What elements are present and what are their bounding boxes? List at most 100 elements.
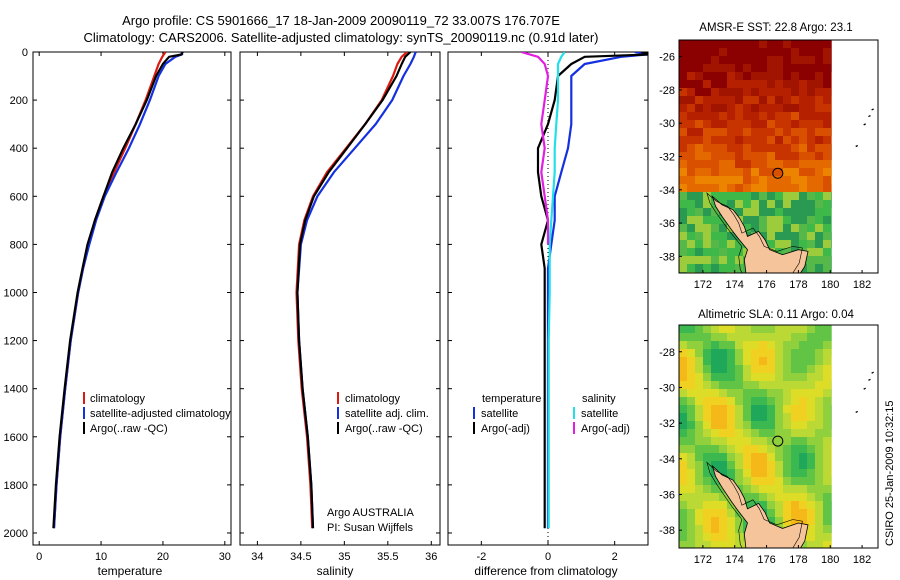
map-ytick-label: -26 xyxy=(659,52,675,64)
salinity-xlabel: salinity xyxy=(317,564,354,578)
argo-position-marker xyxy=(772,435,784,447)
difference-series-3 xyxy=(520,52,550,245)
land-north-island xyxy=(711,464,809,548)
map-xtick-label: 176 xyxy=(757,279,775,291)
salinity-xtick-label: 34.5 xyxy=(290,551,311,563)
figure-title-line2: Climatology: CARS2006. Satellite-adjuste… xyxy=(84,30,599,45)
map-xtick-label: 178 xyxy=(789,554,807,566)
difference-legend-sal-header: salinity xyxy=(582,393,616,405)
map-ytick-label: -36 xyxy=(659,489,675,501)
map-no-data xyxy=(831,325,878,548)
map-xtick-label: 178 xyxy=(789,279,807,291)
map-ytick-label: -32 xyxy=(659,418,675,430)
island-marker xyxy=(871,108,874,111)
map-ytick-label: -36 xyxy=(659,218,675,230)
map-ytick-label: -38 xyxy=(659,525,675,537)
map-ytick-label: -34 xyxy=(659,185,675,197)
salinity-panel: 34 34.5 35 35.5 36 xyxy=(239,51,441,563)
difference-series-2 xyxy=(547,52,566,529)
salinity-xtick-label: 35.5 xyxy=(377,551,398,563)
salinity-frame xyxy=(239,51,441,546)
sla-map-panel: 172 174 176 178 180 182 -38 -36 -34 -32 -30 -28 xyxy=(659,324,879,566)
map-xtick-label: 174 xyxy=(726,554,744,566)
island-marker xyxy=(863,123,866,126)
difference-legend-temp-satellite: satellite xyxy=(481,408,518,420)
map-xtick-label: 180 xyxy=(821,554,839,566)
map-xtick-label: 182 xyxy=(853,554,871,566)
salinity-legend-satellite: satellite adj. clim. xyxy=(345,408,429,420)
island-marker xyxy=(868,378,871,381)
sla-map-title: Altimetric SLA: 0.11 Argo: 0.04 xyxy=(698,309,854,321)
island-marker xyxy=(855,144,859,148)
temperature-ytick-label: 0 xyxy=(22,47,28,59)
argo-position-marker xyxy=(772,167,784,179)
temperature-xtick-label: 10 xyxy=(95,551,107,563)
temperature-series-1 xyxy=(52,52,184,529)
temperature-ytick-label: 400 xyxy=(10,143,28,155)
island-marker xyxy=(868,114,871,118)
temperature-ytick-label: 1800 xyxy=(4,480,28,492)
sla-field xyxy=(679,325,878,548)
salinity-series-0 xyxy=(295,52,408,529)
difference-panel: -2 0 2 xyxy=(447,51,649,563)
map-xtick-label: 180 xyxy=(821,279,839,291)
temperature-legend: climatology satellite-adjusted climatolo… xyxy=(83,392,231,435)
temperature-panel: 0 10 20 30 0 200 400 600 800 1000 1200 1400 1600 1800… xyxy=(4,47,232,563)
map-xtick-label: 172 xyxy=(694,279,712,291)
temperature-frame xyxy=(32,51,232,546)
difference-series-1 xyxy=(536,52,648,529)
temperature-ytick-label: 600 xyxy=(10,191,28,203)
figure-title-line1: Argo profile: CS 5901666_17 18-Jan-2009 … xyxy=(122,13,560,28)
map-ytick-label: -38 xyxy=(659,251,675,263)
temperature-ytick-label: 1600 xyxy=(4,432,28,444)
shelf-contour xyxy=(706,192,803,273)
difference-xtick-label: 0 xyxy=(545,551,551,563)
map-xtick-label: 174 xyxy=(726,279,744,291)
salinity-legend: climatology satellite adj. clim. Argo(..… xyxy=(327,392,429,534)
map-xtick-label: 182 xyxy=(853,279,871,291)
difference-legend-temp-argo: Argo(-adj) xyxy=(481,423,530,435)
temperature-xtick-label: 20 xyxy=(157,551,169,563)
temperature-ytick-label: 1200 xyxy=(4,336,28,348)
island-marker xyxy=(871,371,874,374)
salinity-xtick-label: 34 xyxy=(251,551,263,563)
sst-map-panel: 172 174 176 178 180 182 -38 -36 -34 -32 -30 -28 -26 xyxy=(659,39,879,291)
salinity-annotation-line1: Argo AUSTRALIA xyxy=(327,507,414,519)
salinity-annotation-line2: PI: Susan Wijffels xyxy=(327,522,413,534)
difference-legend: temperature salinity satellite Argo(-adj… xyxy=(473,393,630,435)
map-xtick-label: 172 xyxy=(694,554,712,566)
temperature-legend-climatology: climatology xyxy=(90,393,146,405)
map-ytick-label: -28 xyxy=(659,85,675,97)
temperature-xlabel: temperature xyxy=(98,564,163,578)
map-xtick-label: 176 xyxy=(757,554,775,566)
temperature-series-0 xyxy=(52,52,167,529)
difference-legend-temp-header: temperature xyxy=(482,393,541,405)
temperature-xtick-label: 30 xyxy=(219,551,231,563)
temperature-series-2 xyxy=(52,52,184,529)
temperature-legend-argo: Argo(..raw -QC) xyxy=(90,423,168,435)
salinity-legend-argo: Argo(..raw -QC) xyxy=(345,423,423,435)
temperature-ytick-label: 800 xyxy=(10,239,28,251)
temperature-ytick-label: 2000 xyxy=(4,528,28,540)
map-ytick-label: -28 xyxy=(659,347,675,359)
difference-xlabel: difference from climatology xyxy=(474,564,617,578)
salinity-series-1 xyxy=(296,52,417,529)
difference-legend-sal-argo: Argo(-adj) xyxy=(581,423,630,435)
map-ytick-label: -32 xyxy=(659,152,675,164)
temperature-ytick-label: 1000 xyxy=(4,287,28,299)
temperature-xtick-label: 0 xyxy=(36,551,42,563)
island-marker xyxy=(855,410,859,413)
salinity-series-2 xyxy=(296,52,412,529)
sst-map-title: AMSR-E SST: 22.8 Argo: 23.1 xyxy=(699,22,852,34)
salinity-xtick-label: 35 xyxy=(338,551,350,563)
shelf-contour xyxy=(706,461,803,548)
land-north-island xyxy=(711,195,809,273)
island-marker xyxy=(863,387,866,390)
difference-xtick-label: 2 xyxy=(612,551,618,563)
salinity-xtick-label: 36 xyxy=(425,551,437,563)
salinity-legend-climatology: climatology xyxy=(345,393,401,405)
map-ytick-label: -30 xyxy=(659,382,675,394)
footer-side-text: CSIRO 25-Jan-2009 10:32:15 xyxy=(884,400,896,546)
map-ytick-label: -34 xyxy=(659,454,675,466)
